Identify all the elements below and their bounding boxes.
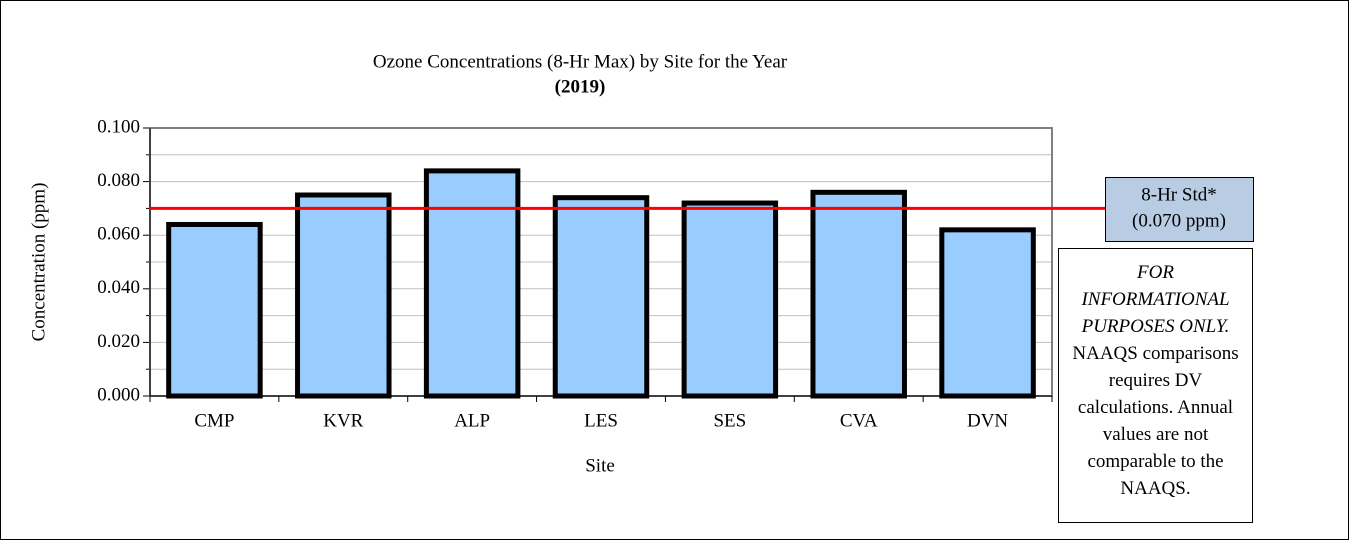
- bar: [423, 168, 521, 399]
- bar: [166, 221, 263, 399]
- y-tick-label: 0.060: [97, 224, 140, 245]
- x-axis-label: Site: [585, 455, 615, 476]
- x-tick-label: DVN: [967, 410, 1008, 431]
- reference-box: [1105, 177, 1254, 242]
- x-tick-label: KVR: [323, 410, 363, 431]
- x-tick-label: CMP: [194, 410, 234, 431]
- y-tick-label: 0.100: [97, 116, 140, 137]
- note-box: FOR INFORMATIONAL PURPOSES ONLY. NAAQS c…: [1058, 248, 1253, 523]
- bar: [295, 192, 392, 399]
- note-italic: FOR INFORMATIONAL PURPOSES ONLY.: [1081, 262, 1230, 337]
- x-tick-label: CVA: [840, 410, 878, 431]
- x-tick-label: LES: [584, 410, 618, 431]
- bar: [810, 189, 907, 399]
- chart-title: Ozone Concentrations (8-Hr Max) by Site …: [373, 51, 788, 72]
- note-text: NAAQS comparisons requires DV calculatio…: [1072, 343, 1239, 499]
- y-axis-label: Concentration (ppm): [28, 183, 49, 342]
- bar: [681, 200, 779, 399]
- reference-sublabel: (0.070 ppm): [1132, 210, 1226, 231]
- bar: [552, 195, 650, 399]
- x-tick-label: SES: [713, 410, 746, 431]
- y-tick-label: 0.020: [97, 331, 140, 352]
- y-tick-label: 0.040: [97, 277, 140, 298]
- reference-label: 8-Hr Std*: [1141, 184, 1216, 205]
- x-tick-label: ALP: [454, 410, 490, 431]
- chart-subtitle: (2019): [555, 76, 606, 97]
- y-tick-label: 0.080: [97, 170, 140, 191]
- bar: [939, 227, 1036, 399]
- y-tick-label: 0.000: [97, 384, 140, 405]
